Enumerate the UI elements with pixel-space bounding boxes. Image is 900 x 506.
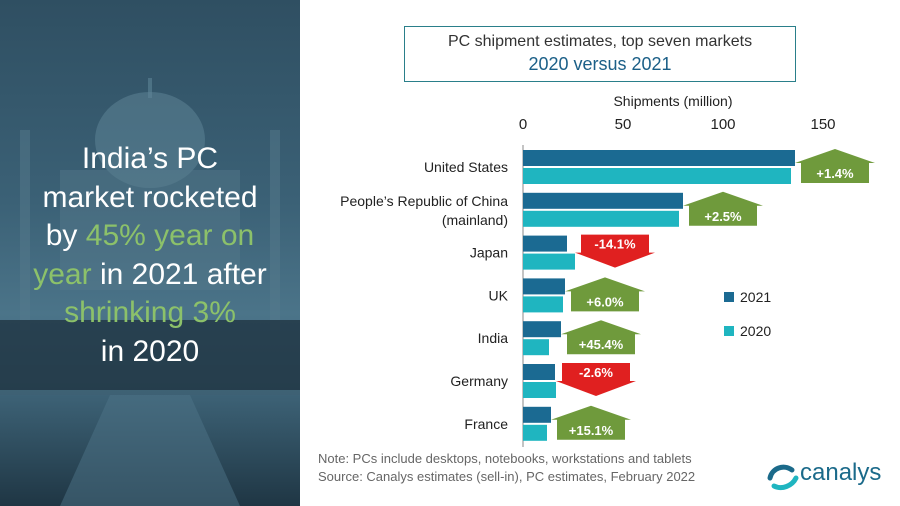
change-label: +2.5% xyxy=(704,209,742,224)
category-label: Germany xyxy=(450,373,508,389)
headline-text: by xyxy=(45,219,86,252)
footnote: Note: PCs include desktops, notebooks, w… xyxy=(318,450,695,486)
bar-2021 xyxy=(523,278,565,295)
increase-arrow-icon xyxy=(551,405,631,440)
axis-title: Shipments (million) xyxy=(613,93,732,109)
change-label: +1.4% xyxy=(816,166,854,181)
tick-label: 150 xyxy=(810,116,835,133)
chart-title: PC shipment estimates, top seven markets xyxy=(447,33,753,50)
bar-2020 xyxy=(523,339,549,356)
bar-2020 xyxy=(523,296,563,313)
change-label: +15.1% xyxy=(569,423,614,438)
headline-line: market rocketed xyxy=(42,180,258,214)
decrease-arrow-icon xyxy=(575,234,655,268)
taj-mahal-image xyxy=(0,78,300,506)
bar-2021 xyxy=(523,235,567,252)
headline-highlight: shrinking 3% xyxy=(64,296,236,329)
bar-2020 xyxy=(523,382,556,398)
increase-arrow-icon xyxy=(683,191,763,226)
chart-subtitle: 2020 versus 2021 xyxy=(528,54,672,74)
decrease-arrow-icon xyxy=(556,363,636,396)
category-label: India xyxy=(478,330,509,346)
increase-arrow-icon xyxy=(795,149,875,183)
legend-swatch xyxy=(724,292,734,302)
legend-label: 2020 xyxy=(740,323,771,339)
bar-2021 xyxy=(523,321,561,338)
legend-label: 2021 xyxy=(740,289,771,305)
change-label: -2.6% xyxy=(579,365,613,380)
bar-2021 xyxy=(523,406,551,423)
hero-image-panel: India’s PC market rocketed by 45% year o… xyxy=(0,0,300,506)
bar-2020 xyxy=(523,424,547,441)
change-label: +45.4% xyxy=(579,337,624,352)
bar-chart: Shipments (million) 0 50 100 150 United State… xyxy=(340,93,875,447)
tick-label: 100 xyxy=(710,116,735,133)
canalys-logo-text: canalys xyxy=(800,459,882,486)
category-label: People’s Republic of China xyxy=(340,193,508,209)
headline-highlight: year xyxy=(33,257,92,291)
bar-2020 xyxy=(523,168,791,184)
category-label: (mainland) xyxy=(442,212,508,228)
headline-line: by 45% year on xyxy=(20,217,280,256)
bar-2020 xyxy=(523,210,679,227)
category-label: United States xyxy=(424,159,508,175)
legend-swatch xyxy=(724,326,734,336)
headline: India’s PC market rocketed by 45% year o… xyxy=(20,140,280,371)
increase-arrow-icon xyxy=(565,277,645,312)
category-label: UK xyxy=(489,287,509,303)
bar-2020 xyxy=(523,253,575,270)
headline-text: in 2021 after xyxy=(91,257,267,291)
headline-highlight: 45% year on xyxy=(85,219,255,252)
canalys-logo-icon xyxy=(767,464,799,491)
bar-2021 xyxy=(523,150,795,166)
headline-line: in 2020 xyxy=(100,334,200,368)
change-label: +6.0% xyxy=(586,294,624,309)
bar-2021 xyxy=(523,364,555,380)
headline-line: India’s PC xyxy=(81,142,219,175)
source-text: Source: Canalys estimates (sell-in), PC … xyxy=(318,469,696,484)
category-label: France xyxy=(464,416,508,432)
category-label: Japan xyxy=(470,245,508,261)
increase-arrow-icon xyxy=(561,320,641,355)
change-label: -14.1% xyxy=(594,237,636,252)
note-text: Note: PCs include desktops, notebooks, w… xyxy=(318,451,692,466)
headline-line: year in 2021 after xyxy=(20,256,280,295)
bar-2021 xyxy=(523,192,683,209)
tick-label: 50 xyxy=(615,116,632,133)
chart-title-box: PC shipment estimates, top seven markets… xyxy=(404,26,796,82)
tick-label: 0 xyxy=(519,116,527,133)
